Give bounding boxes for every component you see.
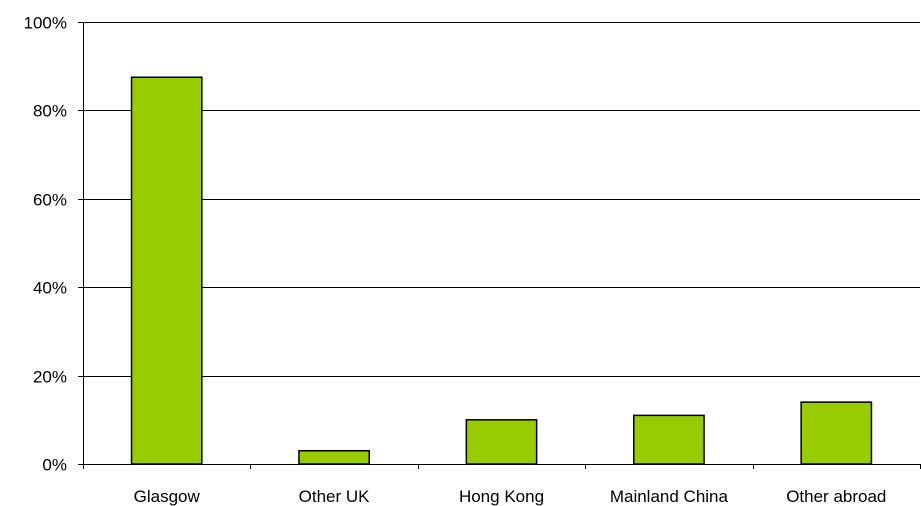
y-tick-label: 80% [33,102,67,121]
category-label: Mainland China [610,487,729,506]
bar-other-abroad [800,401,873,465]
category-label: Other abroad [786,487,886,506]
gridlines [83,22,920,377]
bar-mainland-china [632,414,705,465]
bar-hong-kong [465,419,538,465]
y-tick-label: 100% [24,14,67,33]
bars [130,76,873,465]
y-tick-label: 20% [33,368,67,387]
y-tick-label: 0% [42,456,67,475]
category-label: Glasgow [134,487,201,506]
bar-glasgow [130,76,203,465]
category-label: Hong Kong [459,487,544,506]
bar-other-uk [298,449,371,465]
y-tick-label: 60% [33,191,67,210]
category-label: Other UK [299,487,371,506]
y-tick-label: 40% [33,279,67,298]
category-labels: Glasgow Other UK Hong Kong Mainland China Ot… [134,487,887,506]
y-axis-tick-labels: 0% 20% 40% 60% 80% 100% [24,14,83,475]
